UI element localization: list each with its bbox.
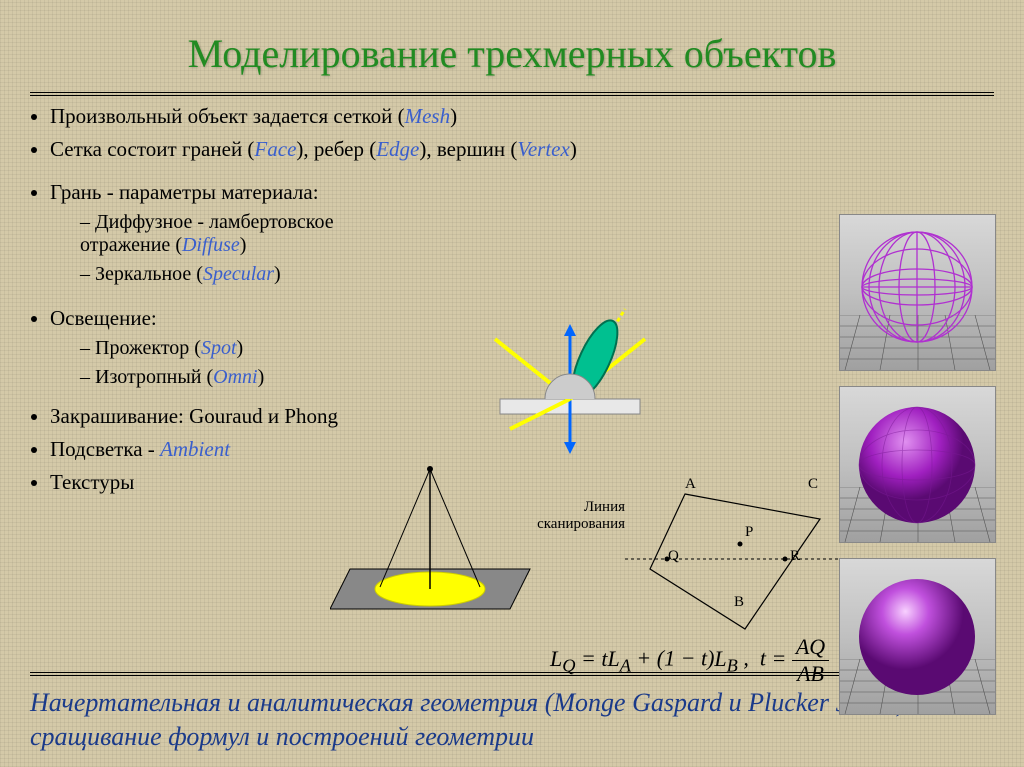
- bullet-shading: Закрашивание: Gouraud и Phong: [50, 404, 470, 429]
- label-P: P: [745, 524, 753, 541]
- label-A: A: [685, 476, 696, 493]
- slide-title: Моделирование трехмерных объектов: [30, 30, 994, 77]
- reflection-diagram: [470, 304, 670, 464]
- sphere-flat: [839, 386, 996, 543]
- scanline-diagram: [625, 474, 855, 649]
- bullet-lighting: Освещение: Прожектор (Spot) Изотропный (…: [50, 306, 330, 389]
- bullet-components: Сетка состоит граней (Face), ребер (Edge…: [50, 137, 650, 162]
- divider-top: [30, 92, 994, 96]
- scanline-label: Линия сканирования: [535, 499, 625, 532]
- label-B: B: [734, 594, 744, 611]
- interpolation-formula: LQ = tLA + (1 − t)LB , t = AQAB: [550, 634, 829, 687]
- label-R: R: [790, 548, 800, 565]
- spotlight-diagram: [330, 459, 550, 619]
- label-C: C: [808, 476, 818, 493]
- bullet-mesh: Произвольный объект задается сеткой (Mes…: [50, 104, 650, 129]
- bullet-material: Грань - параметры материала: Диффузное -…: [50, 180, 650, 286]
- sphere-examples: [839, 214, 994, 715]
- label-Q: Q: [668, 548, 679, 565]
- sphere-wireframe: [839, 214, 996, 371]
- sphere-smooth: [839, 558, 996, 715]
